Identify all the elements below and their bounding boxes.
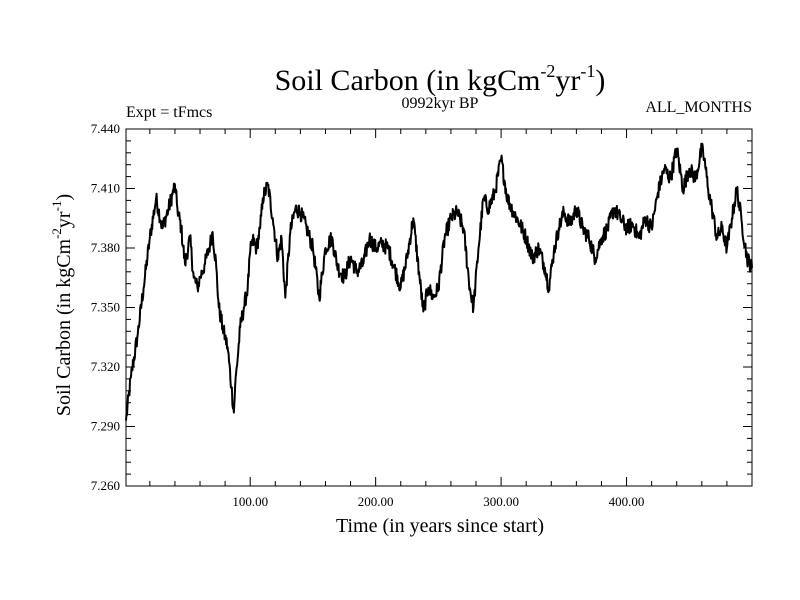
- x-axis-ticks: 100.00 200.00 300.00 400.00: [149, 129, 753, 509]
- series-line-soil-carbon: [125, 142, 753, 421]
- y-axis-label: Soil Carbon (in kgCm-2yr-1): [49, 194, 75, 416]
- y-axis-ticks: 7.260 7.290 7.320 7.350 7.380 7.410 7.440: [91, 121, 752, 493]
- chart-title: Soil Carbon (in kgCm-2yr-1): [275, 61, 606, 97]
- x-tick-label: 100.00: [232, 494, 268, 509]
- subtitle-period: 0992kyr BP: [402, 95, 479, 112]
- y-tick-label: 7.260: [91, 478, 120, 493]
- x-axis-label: Time (in years since start): [336, 515, 544, 537]
- x-tick-label: 200.00: [358, 494, 394, 509]
- y-tick-label: 7.410: [91, 181, 120, 196]
- y-tick-label: 7.290: [91, 419, 120, 434]
- subtitle-months: ALL_MONTHS: [645, 99, 752, 116]
- y-tick-label: 7.380: [91, 240, 120, 255]
- x-tick-label: 400.00: [609, 494, 645, 509]
- subtitle-experiment: Expt = tFmcs: [126, 104, 212, 121]
- y-tick-label: 7.320: [91, 359, 120, 374]
- x-tick-label: 300.00: [483, 494, 519, 509]
- y-tick-label: 7.350: [91, 300, 120, 315]
- y-tick-label: 7.440: [91, 121, 120, 136]
